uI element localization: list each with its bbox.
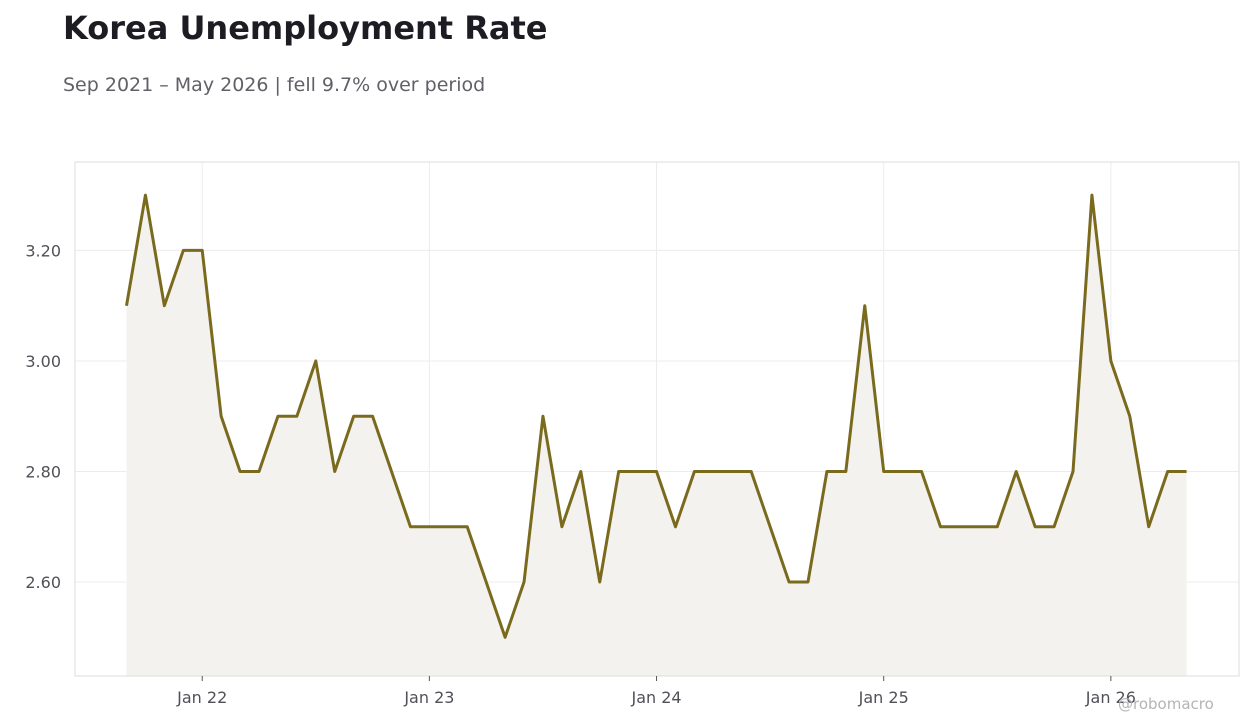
y-axis-ticks: 2.60 2.80 3.00 3.20 bbox=[25, 241, 61, 592]
x-tick-label: Jan 26 bbox=[1085, 688, 1136, 707]
y-tick-label: 3.20 bbox=[25, 241, 61, 260]
y-tick-label: 2.60 bbox=[25, 573, 61, 592]
x-tick-label: Jan 25 bbox=[858, 688, 909, 707]
y-tick-label: 2.80 bbox=[25, 463, 61, 482]
y-tick-label: 3.00 bbox=[25, 352, 61, 371]
x-tick-label: Jan 22 bbox=[176, 688, 227, 707]
watermark: @robomacro bbox=[1118, 695, 1214, 713]
chart-title: Korea Unemployment Rate bbox=[63, 9, 548, 47]
chart-subtitle: Sep 2021 – May 2026 | fell 9.7% over per… bbox=[63, 74, 486, 96]
x-tick-label: Jan 23 bbox=[403, 688, 454, 707]
area-fill bbox=[126, 195, 1187, 676]
x-axis-ticks: Jan 22 Jan 23 Jan 24 Jan 25 Jan 26 bbox=[176, 676, 1136, 707]
x-tick-label: Jan 24 bbox=[630, 688, 681, 707]
series-line bbox=[125, 193, 1187, 639]
